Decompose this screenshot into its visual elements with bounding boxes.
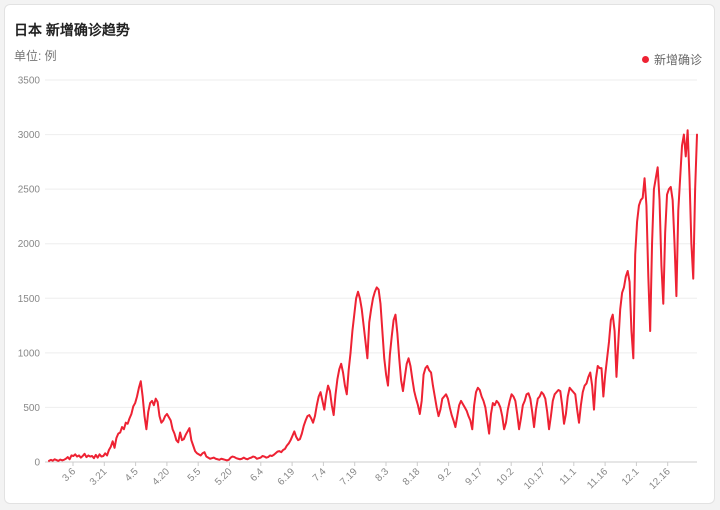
x-tick-label: 10.17 bbox=[522, 466, 548, 492]
x-axis-ticks: 3.6 3.21 4.5 4.20 5.5 5.20 6.4 6.19 7.4 7.19 8.3 8.… bbox=[61, 462, 673, 492]
x-tick-label: 11.1 bbox=[558, 466, 579, 487]
x-tick-label: 10.2 bbox=[495, 466, 517, 488]
unit-label: 单位: 例 bbox=[14, 49, 57, 63]
x-tick-label: 12.16 bbox=[647, 466, 673, 492]
y-tick-label: 3500 bbox=[18, 76, 41, 87]
x-tick-label: 4.20 bbox=[150, 466, 172, 488]
y-tick-label: 2500 bbox=[18, 185, 41, 196]
y-tick-label: 3000 bbox=[18, 130, 41, 141]
x-tick-label: 4.5 bbox=[123, 466, 141, 484]
x-tick-label: 6.4 bbox=[248, 466, 266, 484]
y-axis-ticks: 0 500 1000 1500 2000 2500 3000 3500 bbox=[18, 76, 41, 469]
x-tick-label: 9.2 bbox=[436, 466, 454, 484]
x-tick-label: 12.1 bbox=[620, 466, 642, 488]
grid-lines bbox=[45, 79, 697, 463]
x-tick-label: 5.5 bbox=[186, 466, 204, 484]
legend[interactable]: 新增确诊 bbox=[641, 51, 702, 68]
x-tick-label: 8.18 bbox=[401, 466, 423, 488]
x-tick-label: 9.17 bbox=[463, 466, 485, 488]
x-tick-label: 6.19 bbox=[276, 466, 298, 488]
x-tick-label: 7.4 bbox=[311, 466, 329, 484]
chart-card: 日本 新增确诊趋势 单位: 例 新增确诊 bbox=[4, 4, 715, 504]
chart-title: 日本 新增确诊趋势 bbox=[14, 22, 130, 38]
y-tick-label: 2000 bbox=[18, 239, 41, 250]
x-tick-label: 11.16 bbox=[585, 466, 610, 491]
x-tick-label: 5.20 bbox=[213, 466, 235, 488]
x-tick-label: 8.3 bbox=[374, 466, 392, 484]
y-tick-label: 1000 bbox=[18, 348, 41, 359]
x-tick-label: 3.21 bbox=[88, 466, 110, 488]
legend-dot-icon bbox=[641, 56, 649, 63]
y-tick-label: 500 bbox=[23, 403, 40, 414]
x-tick-label: 7.19 bbox=[338, 466, 360, 488]
y-tick-label: 0 bbox=[34, 458, 40, 469]
series-line bbox=[48, 129, 698, 462]
y-tick-label: 1500 bbox=[18, 294, 41, 305]
x-tick-label: 3.6 bbox=[61, 466, 79, 484]
legend-label: 新增确诊 bbox=[653, 53, 702, 67]
series-layer bbox=[48, 129, 698, 462]
